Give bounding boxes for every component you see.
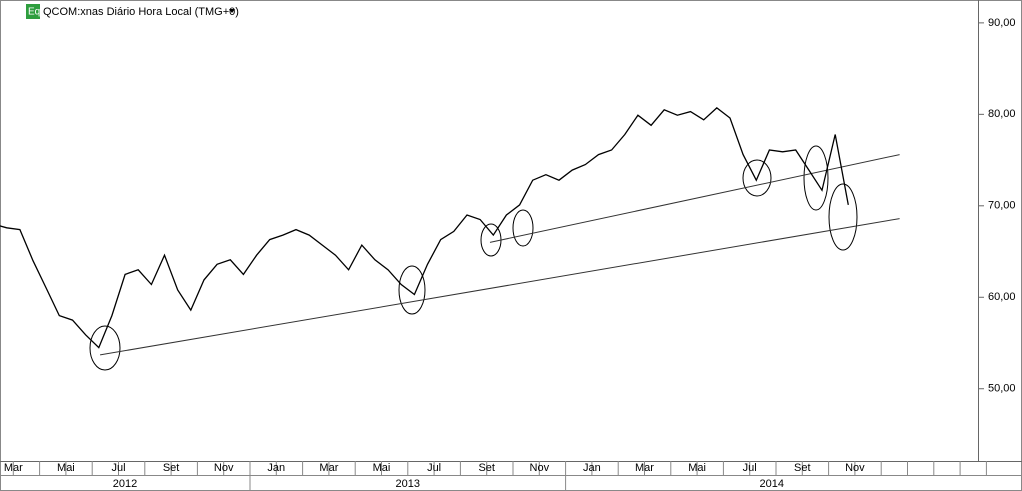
y-tick-label: 80,00	[988, 108, 1016, 120]
price-line	[0, 107, 849, 349]
x-tick-label: Mar	[635, 462, 654, 474]
y-tick-label: 60,00	[988, 291, 1016, 303]
year-label: 2014	[760, 478, 784, 490]
circle	[89, 325, 121, 371]
x-tick-label: Jul	[111, 462, 125, 474]
x-tick-label: Jul	[427, 462, 441, 474]
circle	[742, 159, 772, 197]
y-tick-label: 50,00	[988, 383, 1016, 395]
x-tick-label: Jan	[267, 462, 285, 474]
trendline	[489, 154, 900, 243]
y-tick-label: 90,00	[988, 17, 1016, 29]
badge: Eq	[28, 7, 40, 18]
x-tick-label: Nov	[845, 462, 865, 474]
x-tick-label: Nov	[530, 462, 550, 474]
x-tick-label: Mai	[57, 462, 75, 474]
x-tick-label: Mar	[319, 462, 338, 474]
x-tick-label: Nov	[214, 462, 234, 474]
x-tick-label: Mai	[688, 462, 706, 474]
circle	[828, 183, 858, 251]
x-tick-label: Set	[794, 462, 811, 474]
x-tick-label: Set	[478, 462, 495, 474]
badge-bg	[26, 4, 40, 19]
trendline	[100, 218, 900, 356]
chart-title[interactable]: QCOM:xnas Diário Hora Local (TMG+0)	[43, 6, 239, 18]
x-tick-label: Mar	[4, 462, 23, 474]
highlight-circles	[89, 145, 858, 371]
x-tick-label: Jul	[743, 462, 757, 474]
dropdown-arrow[interactable]	[229, 9, 235, 13]
circle	[512, 209, 534, 247]
x-tick-label: Set	[163, 462, 180, 474]
year-label: 2013	[396, 478, 420, 490]
x-tick-label: Mai	[373, 462, 391, 474]
year-label: 2012	[113, 478, 137, 490]
circle	[398, 265, 426, 315]
x-tick-label: Jan	[583, 462, 601, 474]
y-tick-label: 70,00	[988, 200, 1016, 212]
circle	[803, 145, 829, 211]
